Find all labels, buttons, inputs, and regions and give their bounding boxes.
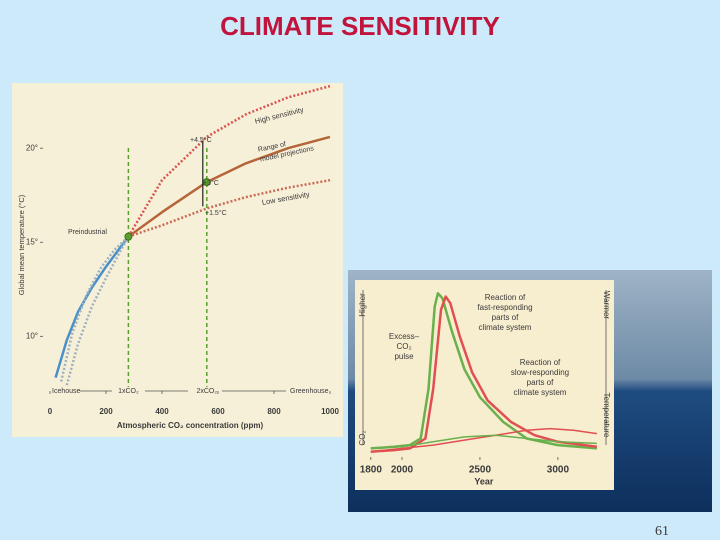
annotation: slow-responding	[511, 368, 569, 377]
series-line	[59, 235, 130, 382]
annotation: Temperature	[602, 393, 611, 438]
series-line	[127, 135, 331, 238]
annotation: Greenhouse	[290, 388, 329, 395]
x-tick-label: 400	[155, 407, 169, 416]
reference-label: 1xCO₂	[118, 388, 139, 395]
x-tick-label: 200	[99, 407, 113, 416]
left-panel	[12, 83, 343, 437]
x-axis-label: Year	[474, 476, 494, 486]
annotation: Reaction of	[485, 293, 526, 302]
annotation: pulse	[394, 352, 414, 361]
annotation: +1.5°C	[205, 209, 227, 217]
reference-label: 2xCO₂	[196, 388, 217, 395]
y-tick-label: 20°	[26, 143, 38, 152]
annotation: parts of	[492, 313, 519, 322]
annotation: fast-responding	[477, 303, 532, 312]
series-line	[128, 178, 331, 238]
x-tick-label: 2000	[391, 465, 414, 476]
annotation: CO₂	[358, 430, 367, 445]
annotation: climate system	[514, 388, 567, 397]
x-axis-label: Atmospheric CO₂ concentration (ppm)	[117, 421, 264, 430]
x-tick-label: 600	[211, 407, 225, 416]
annotation: CO₂	[396, 342, 411, 351]
annotation: +3°C	[203, 179, 219, 187]
annotation: Preindustrial	[68, 229, 107, 236]
annotation: parts of	[527, 378, 554, 387]
annotation: Higher	[358, 293, 367, 317]
right-panel	[355, 280, 614, 490]
annotation: +4.5°C	[190, 136, 212, 144]
annotation: Reaction of	[520, 358, 561, 367]
annotation: Icehouse	[52, 388, 81, 395]
y-tick-label: 10°	[26, 331, 38, 340]
series-line	[54, 235, 130, 379]
slide-title: CLIMATE SENSITIVITY	[220, 11, 500, 41]
series-line	[370, 292, 598, 450]
annotation: Warmer	[602, 291, 611, 319]
x-tick-label: 3000	[547, 465, 570, 476]
y-axis-label: Global mean temperature (°C)	[17, 194, 26, 295]
x-tick-label: 800	[267, 407, 281, 416]
x-tick-label: 2500	[469, 465, 492, 476]
annotation: Excess–	[389, 332, 420, 341]
series-line	[127, 84, 331, 238]
annotation: climate system	[479, 323, 532, 332]
x-tick-label: 1800	[360, 465, 383, 476]
x-tick-label: 1000	[321, 407, 339, 416]
page-number: 61	[655, 524, 669, 539]
data-point	[124, 232, 133, 241]
x-tick-label: 0	[48, 407, 53, 416]
series-line	[370, 434, 597, 450]
y-tick-label: 15°	[26, 237, 38, 246]
